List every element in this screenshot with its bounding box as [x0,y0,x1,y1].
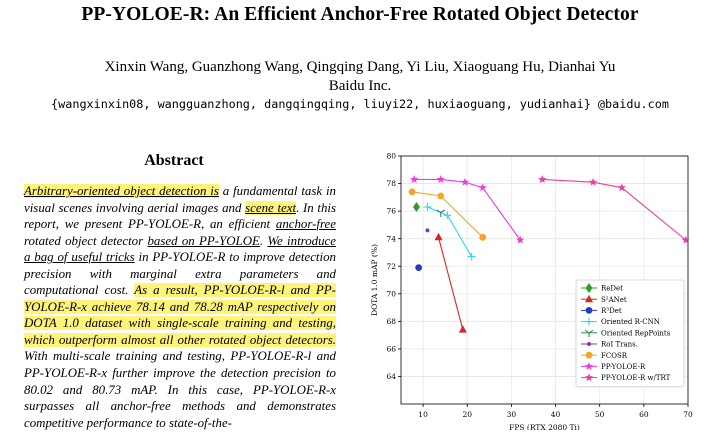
legend-marker-4 [584,329,590,334]
abstract-text-4: . In this report, we present PP-YOLOE-R,… [24,200,337,232]
fps-vs-map-chart: 10 20 30 40 50 60 70 64 66 68 70 72 74 76 78 80 FPS (RTX… [370,152,693,430]
series-line-8 [542,178,687,241]
abstract-text-10: in PP-YOLOE-R to improve detection preci… [24,250,336,298]
underline-2: based on PP-YOLOE [147,233,260,248]
data-point-8 [588,177,598,186]
data-point-5 [425,228,430,233]
series-line-1 [437,237,464,330]
legend-label-8: PP-YOLOE-R w/TRT [601,374,671,382]
data-point-7 [410,175,419,183]
highlight-1: Arbitrary-oriented object detection is [24,184,219,198]
abstract-heading: Abstract [144,152,204,169]
data-point-1 [434,232,443,241]
abstract-text-12: With multi-scale training and testing, P… [24,349,336,430]
highlight-3: As a result, PP-YOLOE-R-l and PP-YOLOE-R… [24,283,336,347]
y-tick-label: 66 [386,344,396,353]
x-tick-label: 10 [418,410,428,419]
x-tick-label: 50 [595,410,605,419]
y-tick-label: 68 [386,317,396,326]
legend-marker-0 [585,283,593,293]
legend-label-4: Oriented RepPoints [601,329,671,337]
legend-label-7: PP-YOLOE-R [601,363,646,371]
data-point-0 [412,201,420,212]
legend-label-1: S²ANet [601,296,627,304]
legend-box [575,279,685,388]
legend-marker-4 [588,329,594,334]
data-point-7 [516,235,525,244]
abstract-body: Arbitrary-oriented object detection is a… [24,183,336,431]
x-tick-label: 70 [683,410,693,419]
data-point-1 [458,325,467,333]
underline-1: anchor-free [275,217,336,232]
abstract-text-2: a fundamental task in visual scenes invo… [24,184,336,215]
data-point-7 [478,183,487,192]
legend-marker-6 [585,351,593,359]
data-point-8 [681,235,690,244]
data-point-4 [436,209,442,213]
data-point-8 [617,183,626,192]
legend-marker-5 [587,342,591,346]
y-axis-label: DOTA 1.0 mAP (%) [370,244,379,316]
y-tick-label: 64 [386,372,396,381]
legend-label-6: FCOSR [601,352,628,360]
author-emails: {wangxinxin08, wangguanzhong, dangqingqi… [51,97,669,111]
abstract-text-8: . [259,233,268,248]
abstract-text-6: rotated object detector [24,233,148,248]
legend-label-0: ReDet [601,285,623,293]
data-point-6 [437,192,445,200]
x-tick-label: 40 [551,410,561,419]
y-tick-label: 70 [386,289,396,298]
data-point-8 [538,175,547,183]
legend-label-5: RoI Trans. [601,341,638,349]
x-axis-label: FPS (RTX 2080 Ti) [509,423,580,430]
y-tick-label: 80 [386,152,396,161]
underline-3: We introduce a bag of useful tricks [24,233,336,265]
legend-marker-7 [584,362,594,370]
x-tick-label: 60 [639,410,649,419]
data-point-7 [460,177,470,186]
x-tick-label: 20 [462,410,472,419]
series-line-3 [427,206,473,257]
legend-marker-2 [585,307,593,314]
data-point-2 [415,264,423,271]
legend-label-2: R³Det [601,307,622,315]
highlight-2: scene text [245,200,297,215]
data-point-4 [440,209,446,213]
y-tick-label: 74 [386,234,396,243]
y-tick-label: 76 [386,207,396,216]
author-list: Xinxin Wang, Guanzhong Wang, Qingqing Da… [104,59,616,75]
data-point-6 [408,188,416,196]
y-tick-label: 72 [386,262,396,271]
y-tick-label: 78 [386,179,396,188]
data-point-7 [436,175,445,183]
paper-title: PP-YOLOE-R: An Efficient Anchor-Free Rot… [81,4,639,25]
x-tick-label: 30 [507,410,517,419]
legend-marker-1 [585,294,593,303]
plot-frame [400,155,689,405]
data-point-6 [479,233,487,241]
affiliation: Baidu Inc. [328,78,392,94]
legend-label-3: Oriented R-CNN [601,318,660,326]
legend-marker-8 [584,373,594,382]
